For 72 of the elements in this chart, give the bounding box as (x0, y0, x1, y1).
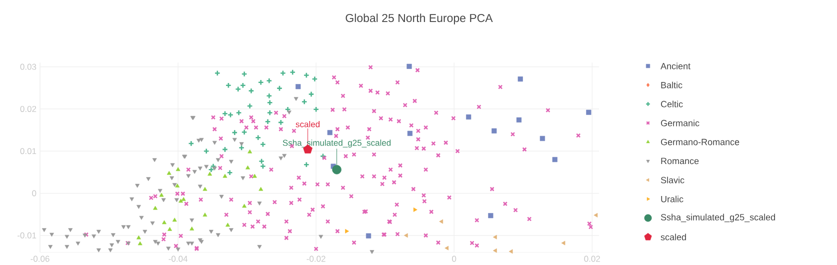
point (308, 91, 314, 98)
point (162, 220, 166, 224)
point (301, 98, 308, 105)
point (404, 233, 408, 238)
point (166, 170, 172, 175)
point (466, 114, 472, 120)
point (181, 196, 186, 201)
point (276, 85, 283, 92)
point (208, 172, 212, 176)
legend-label: Celtic (660, 100, 683, 108)
point (175, 183, 180, 188)
point (492, 128, 497, 134)
point (332, 164, 342, 174)
point (492, 248, 497, 253)
point (488, 213, 494, 218)
legend-label: Germano-Romance (660, 138, 740, 146)
annotation: scaled (296, 120, 320, 128)
legend-label: Baltic (661, 82, 682, 88)
point (561, 240, 566, 246)
point (222, 146, 228, 152)
point (202, 212, 208, 216)
point (138, 241, 142, 246)
point (136, 235, 141, 240)
point (594, 212, 598, 218)
point (190, 226, 194, 230)
legend-label: Germanic (660, 120, 700, 126)
point (210, 163, 216, 170)
point (232, 129, 238, 136)
point (366, 233, 372, 238)
point (159, 192, 164, 197)
point (516, 117, 522, 122)
point (258, 186, 264, 191)
point (518, 76, 523, 82)
point (172, 218, 177, 222)
point (222, 110, 228, 117)
point (266, 78, 272, 84)
point (320, 153, 326, 160)
point (178, 198, 184, 203)
legend-label: Slavic (660, 176, 684, 184)
point (176, 167, 180, 171)
point (345, 228, 349, 234)
point (266, 110, 273, 116)
point (406, 64, 412, 69)
point (303, 161, 310, 168)
point (552, 156, 558, 162)
legend-label: scaled (660, 234, 686, 240)
point (222, 174, 228, 178)
point (168, 226, 172, 231)
point (242, 204, 247, 208)
point (492, 234, 497, 240)
point (202, 186, 208, 191)
point (327, 130, 332, 136)
legend-label: Ssha_simulated_g25_scaled (660, 214, 775, 222)
point (540, 136, 545, 141)
point (248, 149, 252, 154)
point (226, 222, 230, 227)
point (252, 174, 257, 178)
legend-label: Romance (661, 158, 699, 164)
point (586, 110, 592, 115)
legend-label: Uralic (661, 196, 684, 202)
point (296, 84, 301, 90)
point (413, 207, 418, 212)
point (236, 110, 242, 116)
point (153, 206, 158, 210)
point (444, 246, 449, 250)
point (246, 165, 250, 170)
point (407, 130, 412, 136)
legend-label: Ancient (660, 62, 690, 70)
point (439, 219, 444, 224)
chart-title: Global 25 North Europe PCA (346, 14, 493, 24)
point (227, 112, 234, 118)
point (508, 249, 513, 254)
